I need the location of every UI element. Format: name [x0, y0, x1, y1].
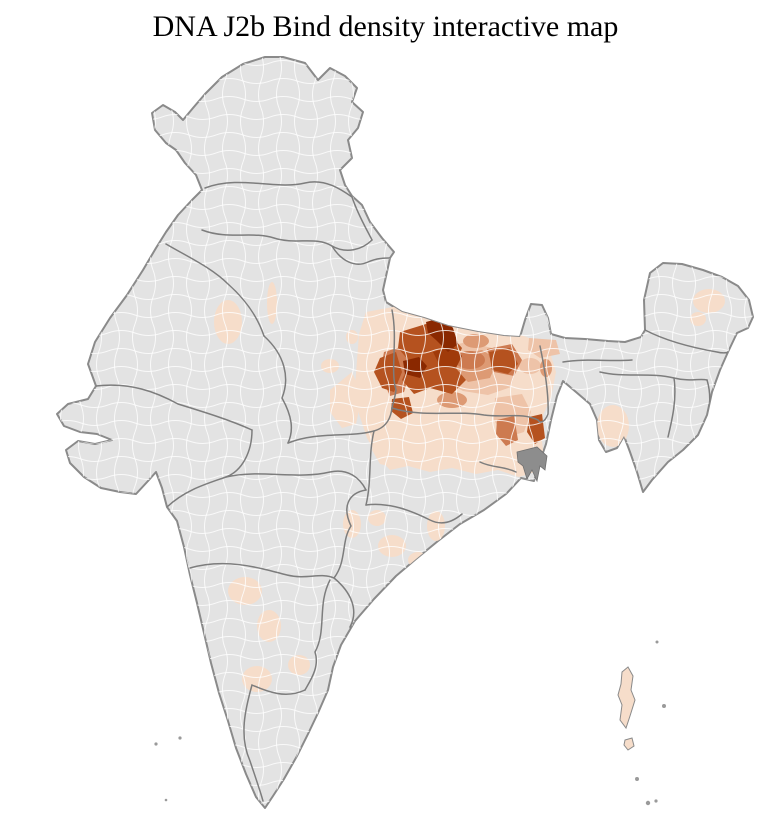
lakshadweep-islands[interactable]	[154, 736, 182, 802]
andaman-islands[interactable]	[617, 666, 636, 751]
sundarbans-delta[interactable]	[516, 446, 548, 483]
nicobar-islands[interactable]	[635, 640, 666, 806]
map-title: DNA J2b Bind density interactive map	[152, 10, 619, 43]
